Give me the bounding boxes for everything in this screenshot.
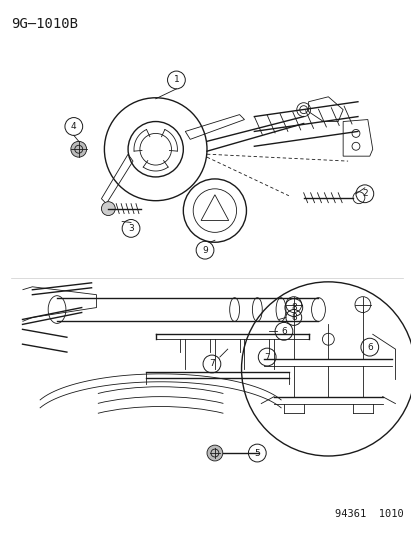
Circle shape xyxy=(101,201,115,215)
Circle shape xyxy=(206,445,222,461)
Text: 6: 6 xyxy=(366,343,372,352)
Circle shape xyxy=(71,141,86,157)
Text: 4: 4 xyxy=(71,122,76,131)
Text: 8: 8 xyxy=(290,303,296,312)
Text: 2: 2 xyxy=(361,189,367,198)
Text: 7: 7 xyxy=(263,352,269,361)
Text: 5: 5 xyxy=(254,449,259,457)
Text: 8: 8 xyxy=(290,313,296,322)
Text: 9: 9 xyxy=(202,246,207,255)
Text: 3: 3 xyxy=(128,224,133,233)
Text: 7: 7 xyxy=(209,359,214,368)
Text: 9G–1010B: 9G–1010B xyxy=(11,17,78,30)
Text: 6: 6 xyxy=(280,327,286,336)
Text: 1: 1 xyxy=(173,76,179,84)
Text: 94361  1010: 94361 1010 xyxy=(334,510,402,519)
